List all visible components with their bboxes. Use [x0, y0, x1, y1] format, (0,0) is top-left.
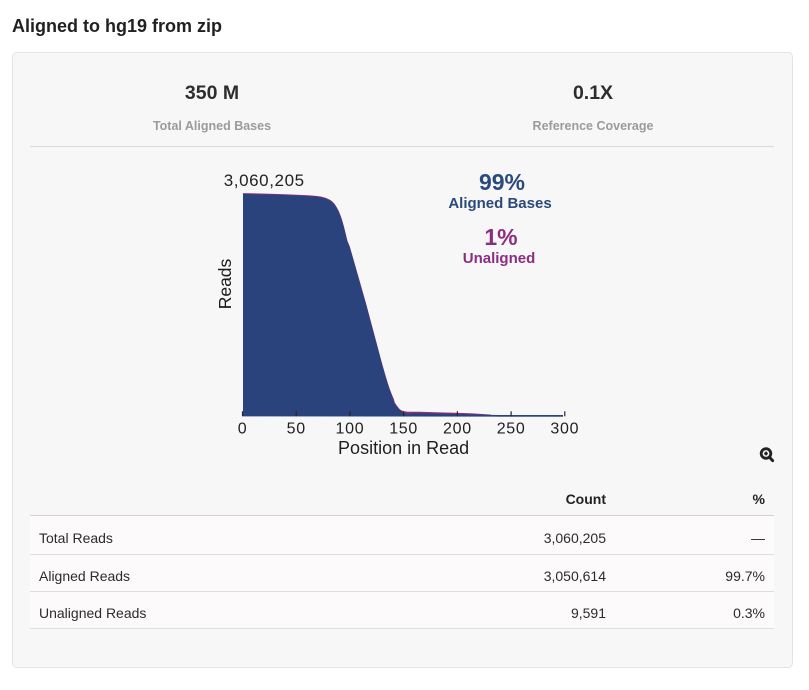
svg-text:0: 0: [238, 421, 248, 438]
svg-text:150: 150: [389, 421, 418, 438]
svg-text:250: 250: [497, 421, 526, 438]
svg-text:300: 300: [550, 421, 579, 438]
svg-text:3,060,205: 3,060,205: [224, 171, 305, 190]
svg-text:50: 50: [287, 421, 306, 438]
svg-text:Reads: Reads: [215, 258, 235, 309]
svg-text:Position in Read: Position in Read: [338, 438, 469, 458]
svg-text:100: 100: [336, 421, 365, 438]
svg-text:200: 200: [443, 421, 472, 438]
